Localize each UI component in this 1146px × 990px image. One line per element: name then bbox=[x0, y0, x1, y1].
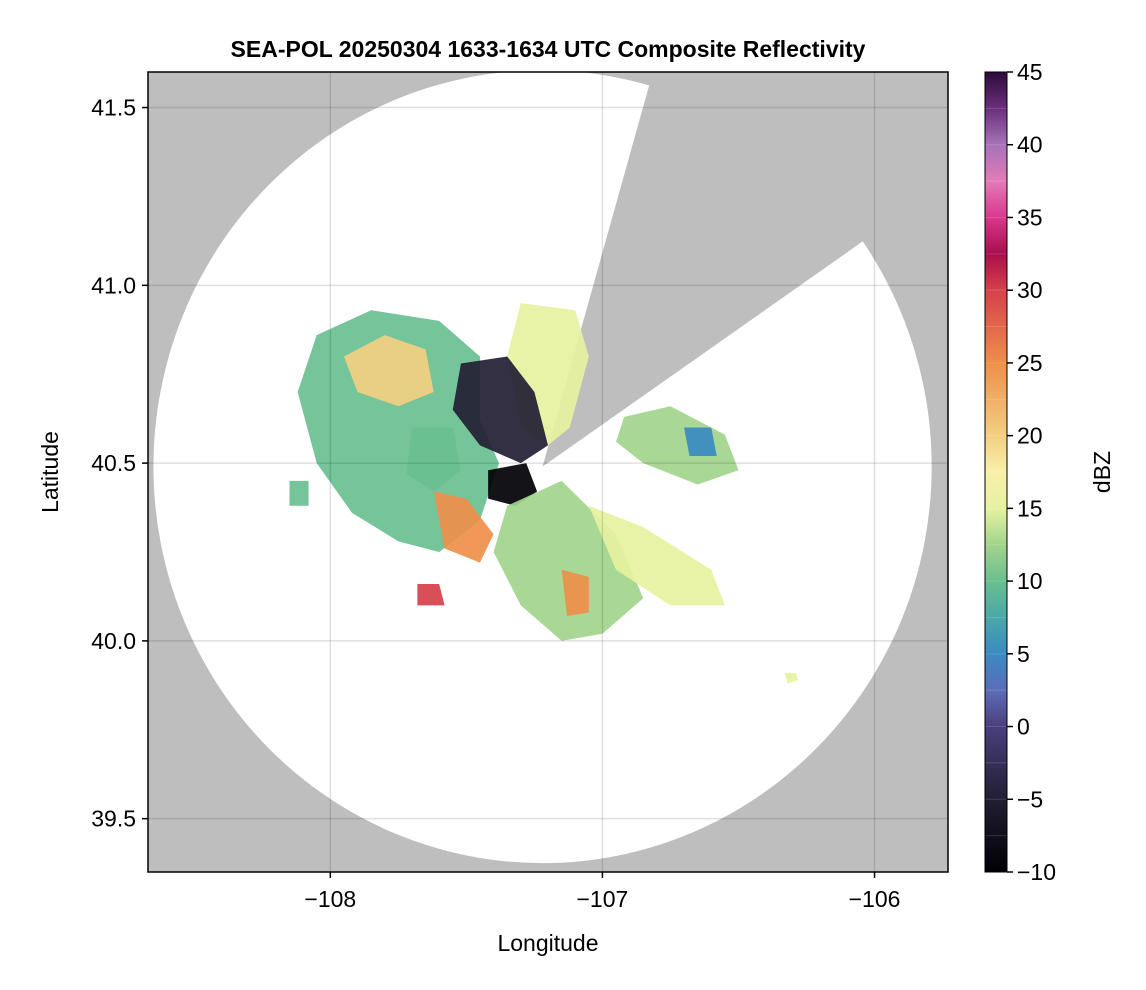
echo-west-cluster bbox=[297, 310, 500, 552]
blocked-sector bbox=[542, 72, 948, 467]
colorbar-tick-label: 10 bbox=[1017, 568, 1043, 594]
gridlines bbox=[148, 72, 948, 872]
colorbar-tick-label: 0 bbox=[1017, 714, 1030, 740]
x-tick-label: −108 bbox=[304, 886, 356, 912]
colorbar-tick-label: 25 bbox=[1017, 350, 1043, 376]
y-axis: 39.5 40.0 40.5 41.0 41.5 bbox=[91, 95, 148, 832]
y-tick-label: 40.5 bbox=[91, 450, 136, 476]
colorbar-tick-label: 20 bbox=[1017, 423, 1043, 449]
colorbar-tick-label: 30 bbox=[1017, 277, 1043, 303]
colorbar-bands bbox=[985, 107, 1007, 873]
echo-near-radar-weak bbox=[452, 356, 548, 464]
plot-frame bbox=[147, 71, 949, 873]
colorbar-tick-label: 35 bbox=[1017, 204, 1043, 230]
colorbar-tick-label: 15 bbox=[1017, 495, 1043, 521]
y-axis-label: Latitude bbox=[37, 431, 63, 513]
y-tick-label: 41.5 bbox=[91, 95, 136, 121]
colorbar-tick-label: 45 bbox=[1017, 59, 1043, 85]
colorbar-tick-label: 5 bbox=[1017, 641, 1030, 667]
colorbar-ticks: −10 −5 0 5 10 15 20 25 30 35 40 45 bbox=[1007, 59, 1056, 885]
x-axis-label: Longitude bbox=[497, 930, 598, 956]
plot-area bbox=[148, 72, 948, 872]
echo-east-core bbox=[684, 427, 717, 456]
echo-south-core bbox=[561, 569, 589, 616]
colorbar: −10 −5 0 5 10 15 20 25 30 35 40 45 bbox=[984, 59, 1056, 885]
colorbar-tick-label: 40 bbox=[1017, 132, 1043, 158]
x-axis: −108 −107 −106 bbox=[304, 872, 900, 912]
echo-west-core bbox=[343, 335, 434, 407]
colorbar-tick-label: −5 bbox=[1017, 786, 1043, 812]
echo-layer bbox=[289, 303, 799, 684]
echo-far-southeast-cell bbox=[784, 672, 799, 684]
echo-west-isolated-cell bbox=[289, 480, 309, 506]
colorbar-gradient bbox=[985, 72, 1007, 872]
x-tick-label: −107 bbox=[577, 886, 629, 912]
echo-east-cluster bbox=[616, 406, 739, 485]
x-tick-label: −106 bbox=[849, 886, 901, 912]
echo-southwest-band bbox=[433, 491, 494, 563]
echo-southwest-core bbox=[417, 584, 445, 606]
y-tick-label: 41.0 bbox=[91, 272, 136, 298]
colorbar-frame bbox=[984, 71, 1008, 873]
echo-southeast-band bbox=[588, 505, 725, 606]
chart-title: SEA-POL 20250304 1633-1634 UTC Composite… bbox=[231, 36, 866, 62]
echo-west-green-patch bbox=[406, 427, 461, 492]
colorbar-tick-label: −10 bbox=[1017, 859, 1056, 885]
echo-south-spokes bbox=[493, 480, 644, 641]
y-tick-label: 40.0 bbox=[91, 628, 136, 654]
colorbar-label: dBZ bbox=[1089, 451, 1115, 493]
y-tick-label: 39.5 bbox=[91, 806, 136, 832]
echo-near-radar-very-weak bbox=[488, 463, 538, 506]
